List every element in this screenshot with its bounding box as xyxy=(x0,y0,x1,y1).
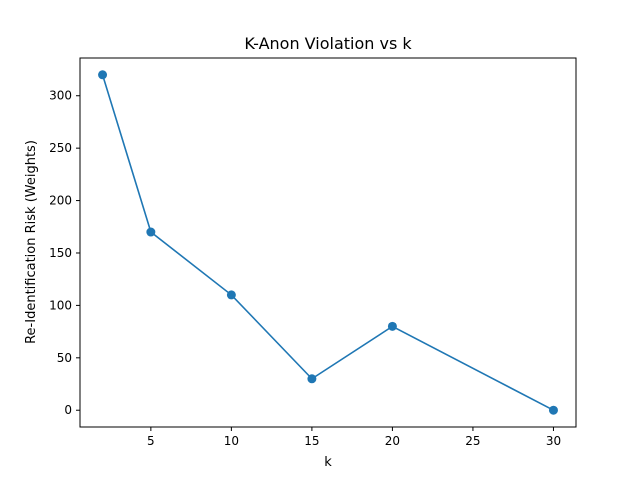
data-point xyxy=(307,374,317,384)
x-tick-label: 20 xyxy=(385,434,400,448)
y-axis-label: Re-Identification Risk (Weights) xyxy=(24,140,39,344)
series-layer xyxy=(98,70,558,415)
plot-frame xyxy=(79,57,577,428)
x-axis-label: k xyxy=(324,455,332,470)
y-tick-label: 100 xyxy=(49,298,72,312)
data-point xyxy=(387,321,397,331)
data-point xyxy=(548,405,558,415)
data-point xyxy=(98,70,108,80)
y-tick-label: 50 xyxy=(57,351,72,365)
y-tick-label: 250 xyxy=(49,141,72,155)
x-tick-label: 30 xyxy=(546,434,561,448)
data-point xyxy=(226,290,236,300)
y-tick-label: 150 xyxy=(49,246,72,260)
data-point xyxy=(146,227,156,237)
series-line xyxy=(101,74,554,411)
x-tick-label: 15 xyxy=(304,434,319,448)
x-tick-label: 25 xyxy=(465,434,480,448)
x-tick-label: 5 xyxy=(147,434,155,448)
y-tick-label: 0 xyxy=(64,403,72,417)
y-tick-label: 200 xyxy=(49,194,72,208)
x-axis: 5 10 15 20 25 30 xyxy=(147,427,561,448)
y-tick-label: 300 xyxy=(49,89,72,103)
y-axis: 0 50 100 150 200 250 300 xyxy=(49,89,80,417)
chart-title: K-Anon Violation vs k xyxy=(244,34,412,53)
plot-area xyxy=(79,57,577,428)
x-tick-label: 10 xyxy=(224,434,239,448)
